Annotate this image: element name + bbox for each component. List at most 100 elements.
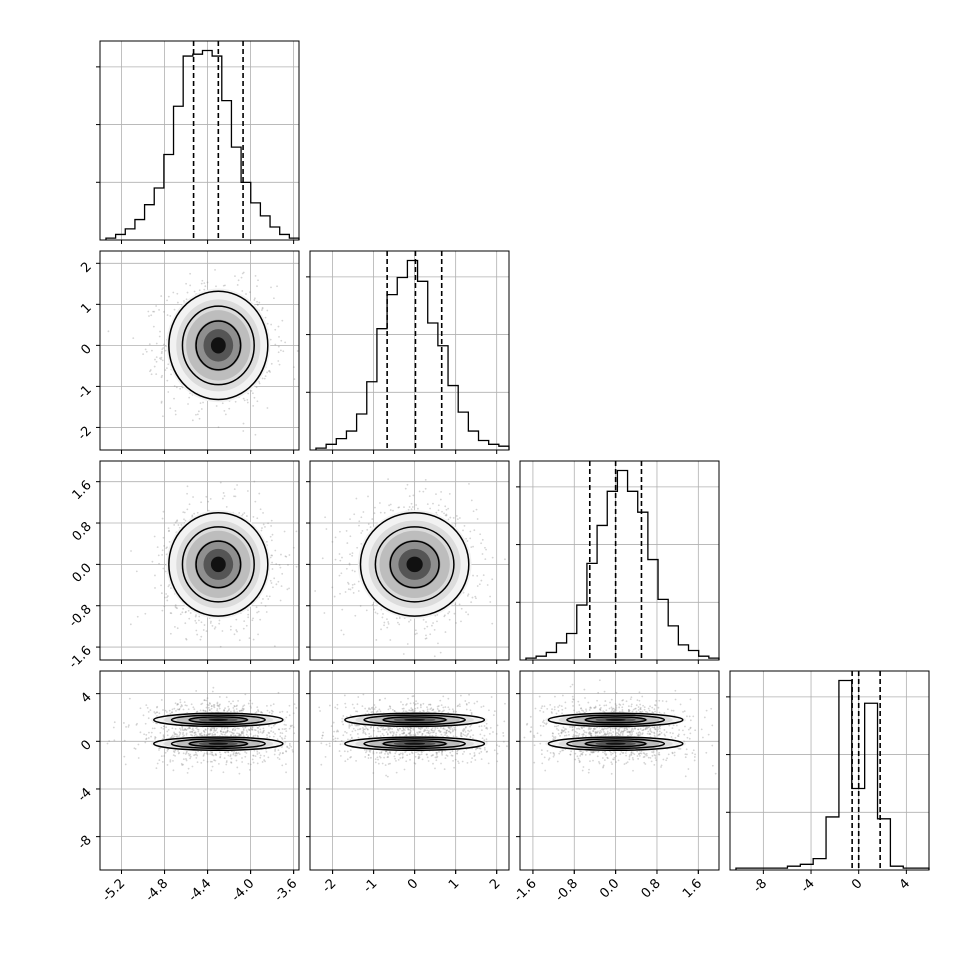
scatter-point [460,607,463,610]
scatter-point [288,742,291,745]
scatter-point [410,508,413,511]
scatter-point [147,310,150,313]
scatter-point [150,314,153,317]
scatter-point [167,527,170,530]
scatter-point [447,507,450,510]
scatter-point [204,285,207,288]
scatter-point [285,730,288,732]
scatter-point [261,307,264,310]
scatter-point [155,360,158,363]
scatter-point [199,402,202,405]
scatter-point [203,282,206,285]
scatter-point [230,761,232,764]
scatter-point [224,707,226,710]
scatter-point [182,752,185,755]
scatter-point [174,413,177,416]
scatter-point [439,651,442,654]
scatter-point [208,733,210,736]
scatter-point [124,763,127,766]
scatter-point [198,417,201,420]
scatter-point [159,330,161,333]
scatter-point [169,760,172,763]
scatter-point [397,506,400,509]
scatter-point [160,592,163,595]
scatter-point [184,519,187,522]
scatter-point [175,386,178,389]
scatter-point [266,734,268,736]
scatter-point [366,528,369,531]
scatter-point [175,520,178,523]
scatter-point [161,760,164,763]
density-cell [208,742,229,745]
scatter-point [113,721,116,724]
scatter-point [292,750,294,753]
scatter-point [225,761,228,764]
y-tick-label: 2 [78,260,94,276]
scatter-point [215,727,218,730]
scatter-point [289,744,291,747]
scatter-point [154,587,156,589]
scatter-point [382,613,384,615]
scatter-point [172,291,175,294]
scatter-point [288,747,290,750]
scatter-point [252,761,255,764]
scatter-point [149,709,152,712]
scatter-point [424,479,427,481]
scatter-point [274,328,277,331]
scatter-point [371,603,374,606]
scatter-point [271,554,274,557]
scatter-point [149,369,152,371]
scatter-point [340,572,343,575]
scatter-point [256,706,259,709]
scatter-point [218,751,221,754]
scatter-point [186,492,188,495]
scatter-point [278,728,281,731]
scatter-point [286,588,289,591]
scatter-point [203,624,206,626]
scatter-point [185,298,188,301]
scatter-point [281,732,284,735]
scatter-point [387,622,390,625]
scatter-point [254,755,257,757]
scatter-point [448,611,451,613]
scatter-point [253,480,256,483]
scatter-point [197,410,200,413]
scatter-point [293,732,296,735]
scatter-point [218,696,221,698]
scatter-point [245,752,248,754]
scatter-point [272,724,275,727]
scatter-point [154,358,156,361]
scatter-point [352,592,355,594]
scatter-point [281,572,284,575]
scatter-point [162,347,165,349]
scatter-point [268,725,270,727]
scatter-point [210,620,212,623]
scatter-point [150,731,153,734]
scatter-point [156,711,159,714]
scatter-point [256,400,259,403]
scatter-point [254,729,257,732]
scatter-point [203,288,206,291]
scatter-point [171,734,174,737]
scatter-point [148,343,151,346]
scatter-point [158,747,160,750]
scatter-point [291,724,294,727]
scatter-point [331,540,334,543]
hist-panel-0 [96,40,300,244]
scatter-point [265,595,268,598]
scatter-point [360,532,363,534]
scatter-point [231,728,234,731]
scatter-point [270,525,273,527]
scatter-point [286,711,289,713]
scatter-point [179,387,182,390]
scatter-point [295,530,298,533]
scatter-point [198,289,201,292]
scatter-point [236,752,239,755]
scatter-point [243,620,246,623]
scatter-point [270,286,272,289]
scatter-point [179,728,182,731]
scatter-point [263,377,266,380]
scatter-point [123,722,125,724]
scatter-point [472,545,474,548]
scatter-point [166,546,168,549]
